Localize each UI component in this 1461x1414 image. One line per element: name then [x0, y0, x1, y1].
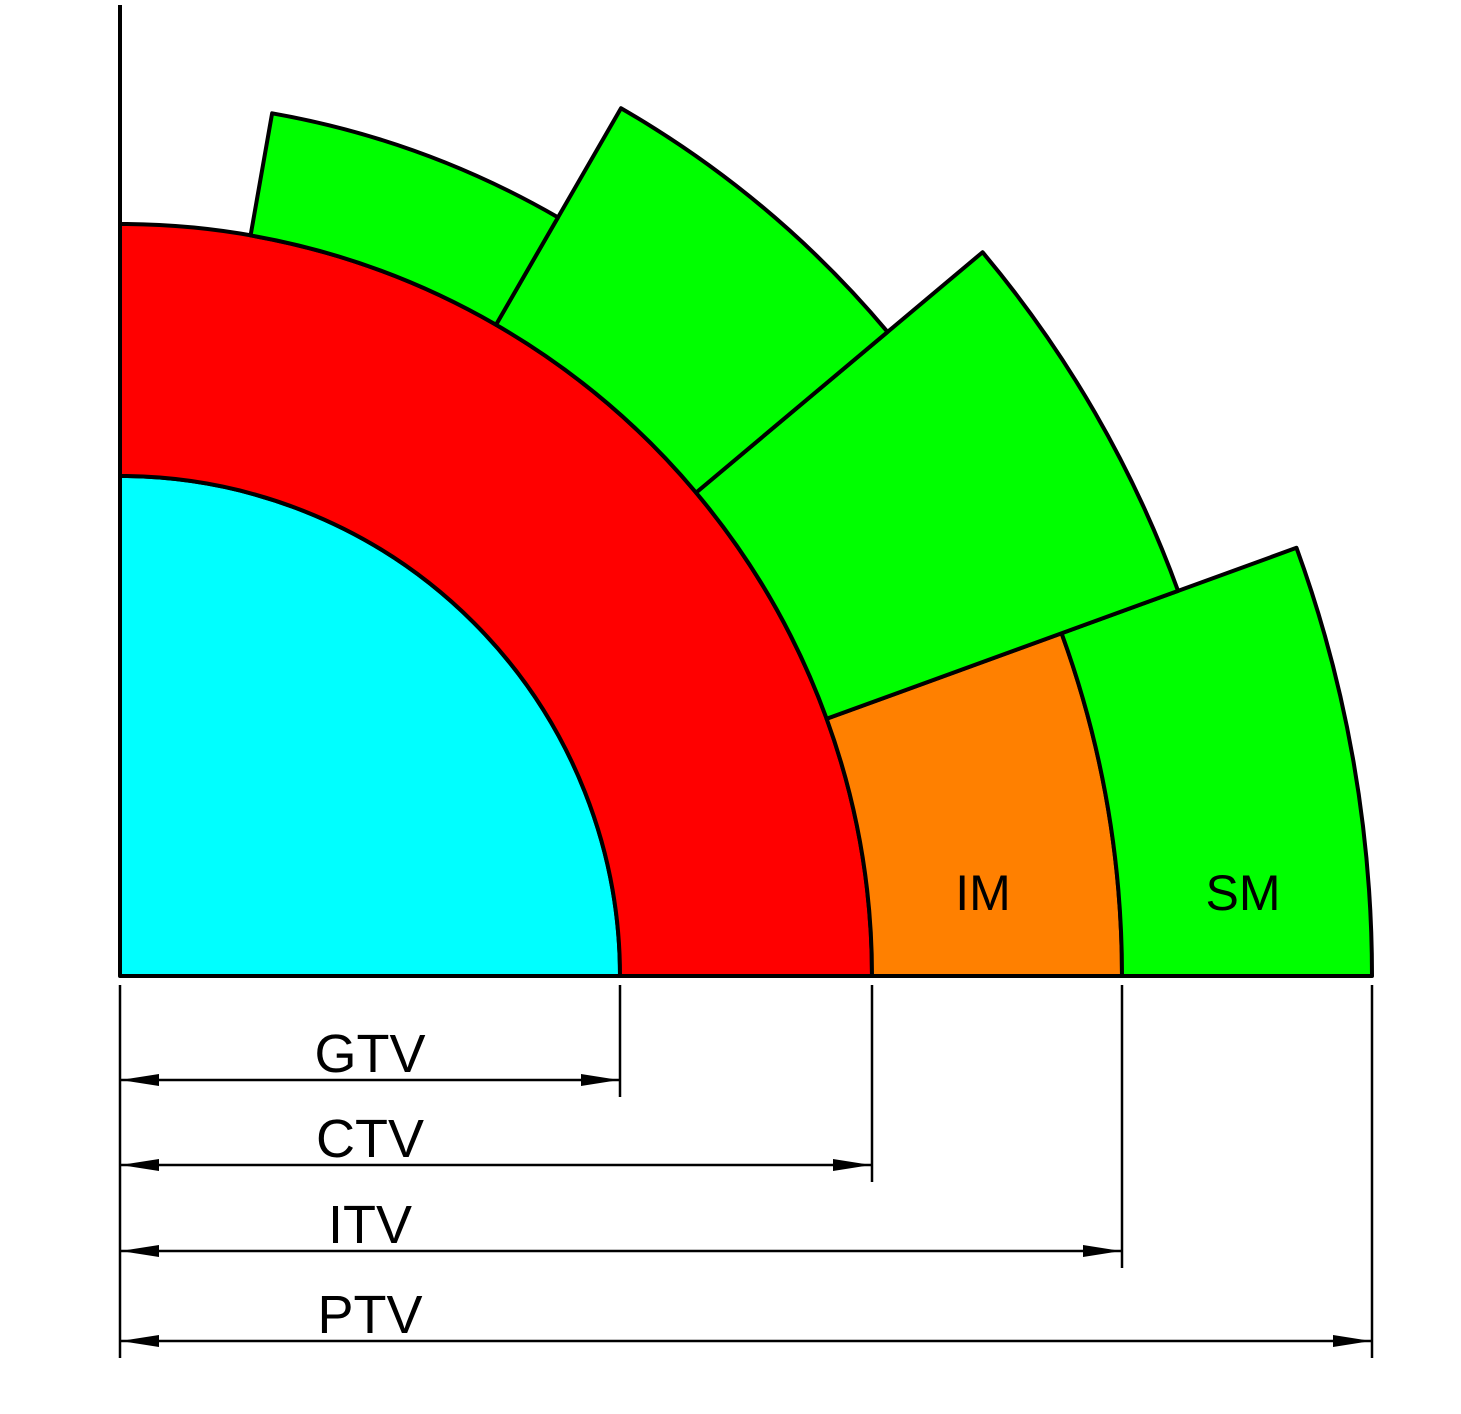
margin-region	[248, 111, 560, 327]
margin-region	[494, 106, 890, 495]
sm-label: SM	[1206, 865, 1281, 921]
volumes	[118, 106, 1374, 978]
dimension-lines: GTV CTV ITV PTV	[118, 985, 1374, 1358]
itv-label: ITV	[328, 1195, 412, 1255]
im-label: IM	[955, 865, 1011, 921]
ctv-label: CTV	[316, 1109, 424, 1169]
ptv-label: PTV	[317, 1285, 422, 1345]
gtv-label: GTV	[314, 1024, 425, 1084]
margin-region	[694, 250, 1181, 721]
